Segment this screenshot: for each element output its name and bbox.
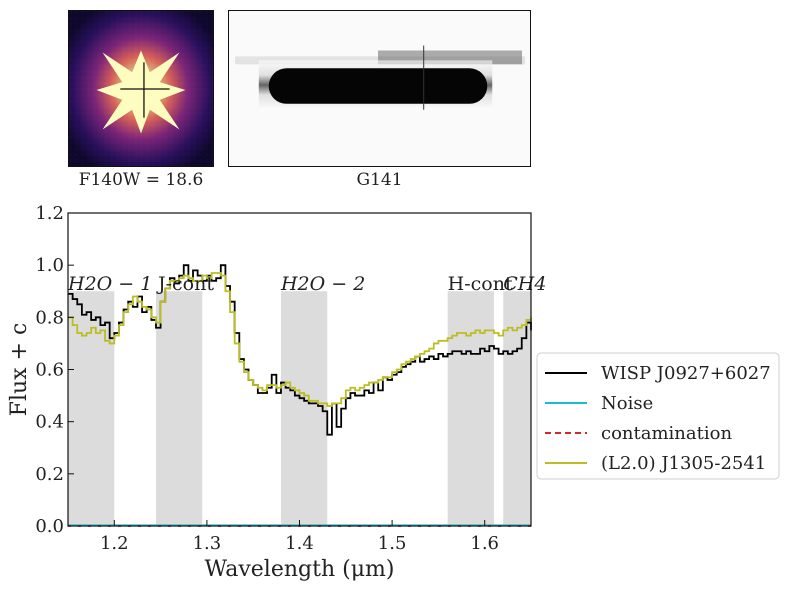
x-tick-label-2: 1.4 (285, 533, 314, 554)
psf-spikes (96, 50, 186, 134)
y-tick-label-4: 0.8 (35, 307, 64, 328)
x-tick-label-4: 1.6 (470, 533, 499, 554)
band-0 (68, 291, 115, 526)
grism-trace (268, 68, 488, 104)
y-tick-label-3: 0.6 (35, 360, 64, 381)
series-line-3 (68, 272, 532, 407)
grism-caption: G141 (356, 170, 403, 190)
band-label-2: H2O − 2 (280, 273, 365, 295)
band-3 (447, 291, 494, 526)
legend-label-0: WISP J0927+6027 (601, 363, 771, 384)
x-tick-label-3: 1.5 (378, 533, 407, 554)
y-tick-label-5: 1.0 (35, 255, 64, 276)
band-label-0: H2O − 1 (67, 273, 152, 295)
grism-2d-spectrum (228, 10, 531, 167)
y-tick-label-2: 0.4 (35, 412, 64, 433)
legend-label-2: contamination (601, 423, 732, 444)
legend-label-3: (L2.0) J1305-2541 (601, 453, 766, 474)
legend-box (536, 352, 780, 480)
y-tick-label-1: 0.2 (35, 464, 64, 485)
direct-image-thumbnail (68, 10, 214, 167)
y-axis-label: Flux + c (7, 323, 32, 417)
y-tick-label-0: 0.0 (35, 516, 64, 537)
band-label-4: CH4 (503, 273, 546, 295)
x-axis-label: Wavelength (μm) (205, 557, 395, 582)
x-tick-label-0: 1.2 (100, 533, 129, 554)
legend-label-1: Noise (601, 393, 653, 414)
band-label-3: H-cont (448, 273, 513, 295)
band-label-1: J-cont (156, 273, 214, 295)
direct-image-caption: F140W = 18.6 (78, 170, 204, 190)
band-2 (280, 291, 328, 526)
x-tick-label-1: 1.3 (193, 533, 222, 554)
band-1 (155, 291, 203, 526)
series-line-0 (68, 264, 532, 436)
y-tick-label-6: 1.2 (35, 203, 64, 224)
